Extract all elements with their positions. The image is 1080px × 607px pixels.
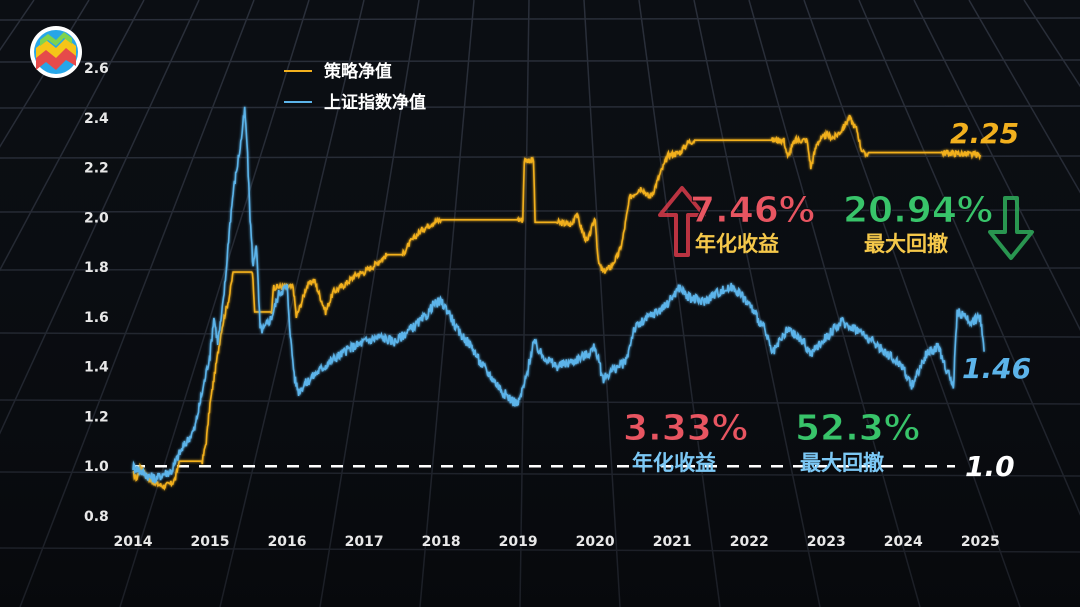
x-tick-label: 2023 — [807, 534, 846, 550]
series-line-strategy — [132, 114, 982, 491]
x-tick-label: 2018 — [422, 534, 461, 550]
x-tick-label: 2025 — [961, 534, 1000, 550]
y-tick-label: 2.2 — [84, 161, 109, 177]
x-tick-label: 2022 — [730, 534, 769, 550]
index-max-drawdown-label: 最大回撤 — [800, 451, 884, 475]
series-line-shanghai-index — [132, 106, 985, 484]
index-max-drawdown-value: 52.3% — [795, 408, 920, 449]
end-label-strategy: 2.25 — [950, 117, 1019, 150]
x-tick-label: 2024 — [884, 534, 923, 550]
x-tick-label: 2016 — [268, 534, 307, 550]
strategy-annualized-return-label: 年化收益 — [695, 232, 779, 256]
y-tick-label: 2.4 — [84, 111, 109, 127]
x-tick-label: 2015 — [191, 534, 230, 550]
index-annualized-return-value: 3.33% — [623, 408, 748, 449]
y-tick-label: 1.8 — [84, 260, 109, 276]
legend-label-strategy: 策略净值 — [324, 61, 392, 82]
up-arrow-icon — [658, 186, 706, 257]
x-tick-label: 2017 — [345, 534, 384, 550]
y-tick-label: 1.0 — [84, 459, 109, 475]
y-tick-label: 1.4 — [84, 360, 109, 376]
x-axis-ticks: 2014 2015 2016 2017 2018 2019 2020 2021 2022 2023… — [114, 534, 1000, 550]
legend: 策略净值 上证指数净值 — [284, 61, 426, 113]
y-tick-label: 1.6 — [84, 310, 109, 326]
x-tick-label: 2019 — [499, 534, 538, 550]
x-tick-label: 2021 — [653, 534, 692, 550]
y-tick-label: 2.6 — [84, 61, 109, 77]
logo — [30, 26, 82, 78]
down-arrow-icon — [988, 196, 1034, 260]
strategy-max-drawdown-label: 最大回撤 — [864, 232, 948, 256]
y-axis-ticks: 0.8 1.0 1.2 1.4 1.6 1.8 2.0 2.2 2.4 2.6 — [84, 61, 109, 525]
baseline-label: 1.0 — [965, 450, 1015, 483]
y-tick-label: 2.0 — [84, 210, 109, 226]
y-tick-label: 1.2 — [84, 409, 109, 425]
x-tick-label: 2020 — [576, 534, 615, 550]
legend-label-shanghai-index: 上证指数净值 — [324, 92, 426, 113]
strategy-max-drawdown-value: 20.94% — [843, 190, 993, 231]
y-tick-label: 0.8 — [84, 509, 109, 525]
x-tick-label: 2014 — [114, 534, 153, 550]
strategy-annualized-return-value: 7.46% — [690, 190, 815, 231]
index-annualized-return-label: 年化收益 — [632, 451, 716, 475]
end-label-shanghai-index: 1.46 — [962, 352, 1031, 385]
